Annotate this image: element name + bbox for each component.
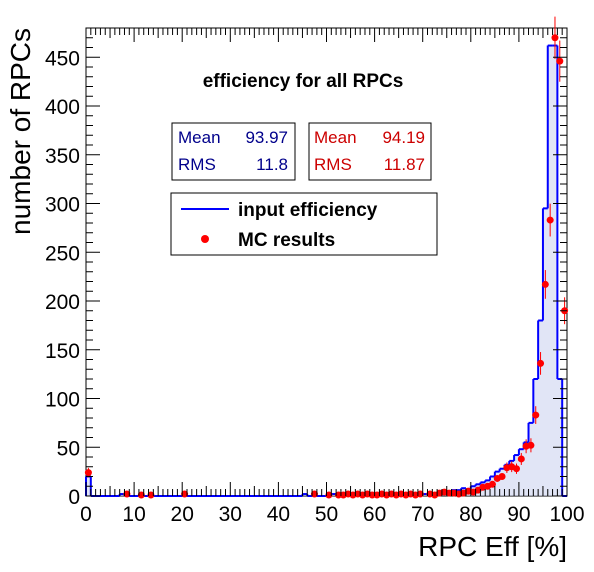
x-tick-label: 70	[411, 503, 434, 526]
stats-input-mean-label: Mean	[178, 128, 221, 147]
y-tick-label: 400	[45, 96, 80, 119]
mc-point	[416, 490, 424, 498]
legend-point-marker	[201, 235, 209, 243]
mc-point	[488, 480, 496, 488]
mc-point	[537, 359, 545, 367]
mc-point	[517, 455, 525, 463]
y-tick-label: 300	[45, 194, 80, 217]
mc-point	[498, 473, 506, 480]
mc-point	[445, 489, 453, 497]
mc-point	[546, 216, 554, 224]
y-tick-label: 200	[45, 291, 80, 314]
mc-point	[181, 490, 189, 498]
x-tick-label: 50	[315, 503, 338, 526]
x-tick-label: 30	[219, 503, 242, 526]
x-tick-label: 0	[80, 503, 92, 526]
y-tick-label: 100	[45, 389, 80, 412]
mc-point	[137, 491, 145, 499]
histogram-fill	[86, 45, 567, 497]
y-tick-label: 350	[45, 145, 80, 168]
mc-point	[527, 441, 535, 449]
x-tick-label: 20	[171, 503, 194, 526]
y-tick-label: 50	[57, 437, 80, 460]
stats-mc-rms-value: 11.87	[384, 155, 425, 174]
plot-frame	[85, 27, 568, 497]
mc-point	[325, 491, 333, 499]
mc-point	[123, 490, 131, 498]
mc-point	[368, 491, 376, 499]
mc-point	[556, 57, 564, 65]
mc-point	[84, 469, 92, 477]
chart-title: efficiency for all RPCs	[203, 71, 404, 92]
x-tick-label: 10	[122, 503, 145, 526]
legend: input efficiency MC results	[170, 192, 438, 256]
mc-point	[512, 465, 520, 473]
stats-mc-mean-value: 94.19	[382, 128, 425, 147]
stats-input-mean-value: 93.97	[245, 128, 288, 147]
histogram-layer	[85, 44, 567, 497]
x-tick-label: 60	[363, 503, 386, 526]
y-axis-label: number of RPCs	[5, 28, 36, 235]
stats-input-rms-value: 11.8	[256, 155, 288, 174]
mc-point	[310, 490, 318, 498]
legend-input-label: input efficiency	[238, 200, 378, 221]
mc-point	[532, 411, 540, 419]
stats-box-mc: Mean 94.19 RMS 11.87	[308, 122, 432, 181]
stats-mc-mean-label: Mean	[314, 128, 357, 147]
y-tick-label: 250	[45, 242, 80, 265]
stats-mc-rms-label: RMS	[314, 155, 352, 174]
legend-mc-label: MC results	[238, 230, 335, 251]
y-tick-label: 0	[68, 486, 80, 509]
x-tick-label: 100	[549, 503, 584, 526]
x-tick-label: 40	[267, 503, 290, 526]
stats-input-rms-label: RMS	[178, 155, 216, 174]
mc-point	[335, 491, 343, 499]
x-tick-label: 90	[507, 503, 530, 526]
mc-point	[147, 491, 155, 499]
x-axis-label: RPC Eff [%]	[418, 531, 567, 562]
y-tick-label: 450	[45, 47, 80, 70]
stats-box-input: Mean 93.97 RMS 11.8	[171, 122, 296, 181]
mc-point	[541, 280, 549, 288]
x-tick-label: 80	[459, 503, 482, 526]
y-axis: 0 50 100 150 200 250 300 350 400 450	[45, 27, 567, 509]
x-axis: 0 10 20 30 40 50 60 70 80 90 100	[80, 28, 585, 526]
mc-point	[551, 34, 559, 42]
mc-points-layer	[84, 16, 569, 499]
y-tick-label: 150	[45, 340, 80, 363]
